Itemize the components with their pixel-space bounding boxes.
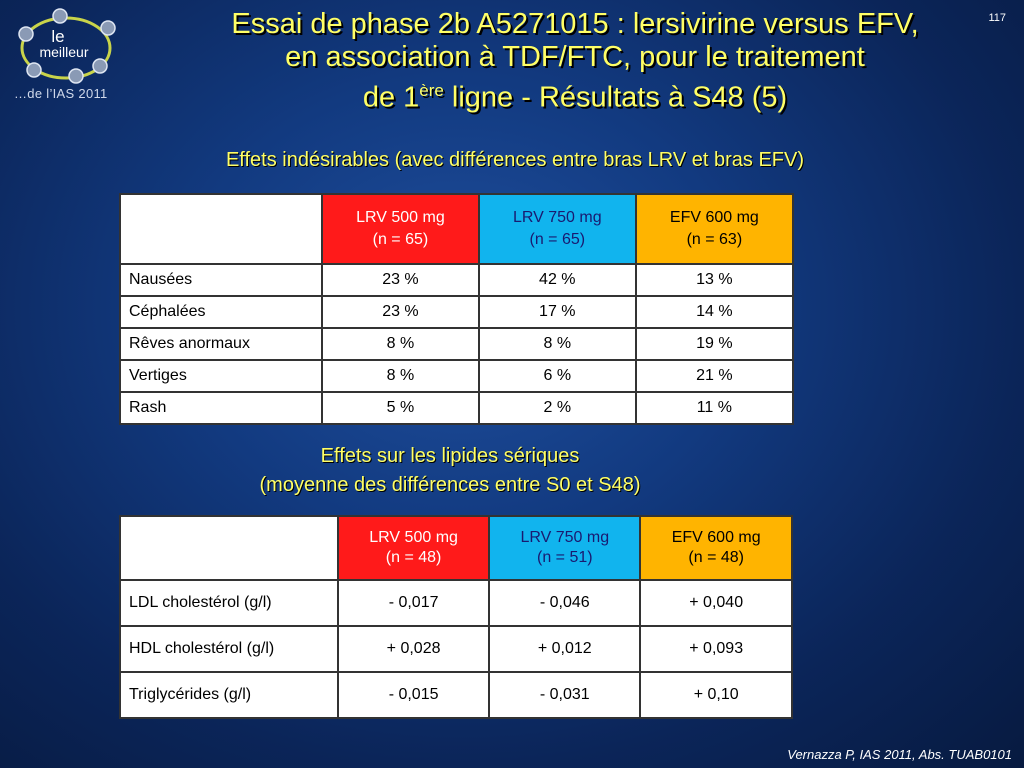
- cell-value: 5 %: [321, 391, 480, 425]
- logo-graphic: le meilleur: [18, 8, 116, 84]
- row-label: Nausées: [119, 263, 323, 297]
- logo-meilleur: meilleur: [39, 44, 88, 60]
- slide-number: 117: [988, 12, 1006, 24]
- table-row: Céphalées 23 % 17 % 14 %: [119, 295, 795, 329]
- cell-value: 21 %: [634, 359, 795, 393]
- section-2-title: Effets sur les lipides sériques (moyenne…: [120, 442, 780, 500]
- cell-value: 13 %: [634, 263, 795, 297]
- cell-value: 14 %: [634, 295, 795, 329]
- cell-value: 8 %: [321, 327, 480, 361]
- cell-value: + 0,10: [639, 671, 793, 719]
- cell-value: - 0,015: [336, 671, 491, 719]
- section-2-title-line-2: (moyenne des différences entre S0 et S48…: [259, 474, 641, 496]
- cell-value: 8 %: [321, 359, 480, 393]
- cell-value: + 0,012: [488, 625, 642, 673]
- header-lrv500: LRV 500 mg (n = 48): [336, 515, 491, 581]
- row-label: Céphalées: [119, 295, 323, 329]
- row-label: HDL cholestérol (g/l): [119, 625, 339, 673]
- cell-value: - 0,017: [336, 579, 491, 627]
- row-label: LDL cholestérol (g/l): [119, 579, 339, 627]
- cell-value: - 0,031: [488, 671, 642, 719]
- title-line-1: Essai de phase 2b A5271015 : lersivirine…: [231, 8, 919, 40]
- table-row: HDL cholestérol (g/l) + 0,028 + 0,012 + …: [119, 625, 793, 673]
- table-row: LDL cholestérol (g/l) - 0,017 - 0,046 + …: [119, 579, 793, 627]
- header-efv600: EFV 600 mg (n = 63): [634, 193, 795, 265]
- row-label: Vertiges: [119, 359, 323, 393]
- cell-value: + 0,028: [336, 625, 491, 673]
- section-2-title-line-1: Effets sur les lipides sériques: [320, 445, 580, 467]
- table-row: Triglycérides (g/l) - 0,015 - 0,031 + 0,…: [119, 671, 793, 719]
- header-efv600: EFV 600 mg (n = 48): [639, 515, 793, 581]
- cell-value: 17 %: [477, 295, 637, 329]
- cell-value: 42 %: [477, 263, 637, 297]
- citation-footer: Vernazza P, IAS 2011, Abs. TUAB0101: [787, 747, 1012, 762]
- row-label: Triglycérides (g/l): [119, 671, 339, 719]
- header-empty-cell: [119, 193, 323, 265]
- title-line-2: en association à TDF/FTC, pour le traite…: [285, 41, 865, 73]
- header-lrv500: LRV 500 mg (n = 65): [321, 193, 480, 265]
- logo-tagline: …de l’IAS 2011: [14, 86, 108, 101]
- header-empty-cell: [119, 515, 339, 581]
- title-line-3: de 1ère ligne - Résultats à S48 (5): [150, 74, 1000, 115]
- title-line-3-post: ligne - Résultats à S48 (5): [443, 81, 788, 114]
- cell-value: - 0,046: [488, 579, 642, 627]
- title-line-3-pre: de 1: [362, 81, 420, 114]
- table-header-row: LRV 500 mg (n = 65) LRV 750 mg (n = 65) EF…: [119, 193, 795, 265]
- cell-value: + 0,040: [639, 579, 793, 627]
- row-label: Rash: [119, 391, 323, 425]
- table-row: Vertiges 8 % 6 % 21 %: [119, 359, 795, 393]
- cell-value: 23 %: [321, 263, 480, 297]
- cell-value: 8 %: [477, 327, 637, 361]
- lipids-table: LRV 500 mg (n = 48) LRV 750 mg (n = 51) EF…: [119, 515, 793, 719]
- row-label: Rêves anormaux: [119, 327, 323, 361]
- header-lrv750: LRV 750 mg (n = 51): [488, 515, 642, 581]
- cell-value: 2 %: [477, 391, 637, 425]
- cell-value: 19 %: [634, 327, 795, 361]
- header-lrv750: LRV 750 mg (n = 65): [477, 193, 637, 265]
- logo-le: le: [51, 27, 64, 46]
- title-line-3-sup: ère: [419, 81, 444, 100]
- slide-title: Essai de phase 2b A5271015 : lersivirine…: [150, 8, 1000, 115]
- cell-value: 11 %: [634, 391, 795, 425]
- cell-value: + 0,093: [639, 625, 793, 673]
- adverse-effects-table: LRV 500 mg (n = 65) LRV 750 mg (n = 65) EF…: [119, 193, 795, 425]
- table-row: Rêves anormaux 8 % 8 % 19 %: [119, 327, 795, 361]
- table-row: Rash 5 % 2 % 11 %: [119, 391, 795, 425]
- table-header-row: LRV 500 mg (n = 48) LRV 750 mg (n = 51) EF…: [119, 515, 793, 581]
- logo: le meilleur: [8, 4, 128, 104]
- section-1-title: Effets indésirables (avec différences en…: [225, 149, 805, 171]
- table-row: Nausées 23 % 42 % 13 %: [119, 263, 795, 297]
- cell-value: 23 %: [321, 295, 480, 329]
- cell-value: 6 %: [477, 359, 637, 393]
